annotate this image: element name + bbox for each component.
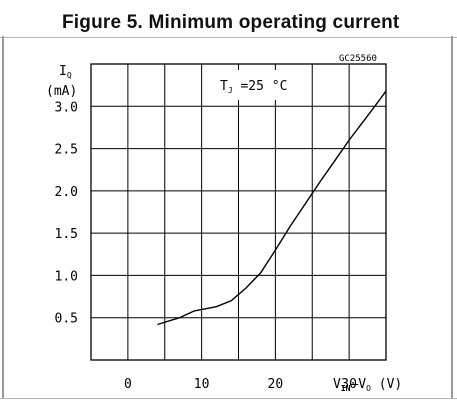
- figure-title: Figure 5. Minimum operating current: [62, 12, 400, 33]
- x-axis-label: VIN–VO (V): [333, 377, 402, 393]
- condition-text: =25 °C: [233, 79, 288, 94]
- x-axis-b: V: [358, 377, 366, 392]
- condition-label: TJ =25 °C: [220, 79, 287, 95]
- y-axis-label: IQ: [59, 64, 72, 80]
- y-tick-labels: 0.5 1.0 1.5 2.0 2.5 3.0: [55, 100, 78, 326]
- y-tick-label: 2.0: [55, 185, 78, 200]
- y-tick-label: 3.0: [55, 100, 78, 115]
- left-border: [2, 36, 4, 398]
- x-axis-a-sub: IN: [341, 384, 351, 393]
- series-line: [157, 90, 387, 326]
- x-tick-label: 30: [341, 377, 357, 392]
- y-tick-label: 1.5: [55, 227, 78, 242]
- condition-symbol: T: [220, 79, 228, 94]
- top-divider: [0, 37, 457, 38]
- x-tick-label: 10: [194, 377, 210, 392]
- y-tick-label: 0.5: [55, 312, 78, 327]
- y-axis-sub: Q: [67, 71, 72, 80]
- y-tick-label: 2.5: [55, 143, 78, 158]
- condition-sub: J: [228, 86, 233, 95]
- y-axis-unit: (mA): [46, 84, 77, 99]
- x-axis-a: V: [333, 377, 341, 392]
- x-tick-label: 0: [124, 377, 132, 392]
- grid-lines: [91, 64, 386, 360]
- x-tick-labels: 0 10 20 30: [124, 377, 357, 392]
- x-axis-unit: (V): [371, 377, 402, 392]
- right-border: [451, 36, 453, 398]
- bottom-divider: [0, 398, 457, 399]
- y-tick-label: 1.0: [55, 269, 78, 284]
- y-axis-symbol: I: [59, 64, 67, 79]
- condition-box: [204, 70, 297, 100]
- x-axis-b-sub: O: [366, 384, 371, 393]
- x-axis-dash: –: [350, 377, 358, 392]
- plot-frame: [90, 63, 387, 361]
- x-tick-label: 20: [268, 377, 284, 392]
- chart-code: GC25560: [339, 54, 377, 64]
